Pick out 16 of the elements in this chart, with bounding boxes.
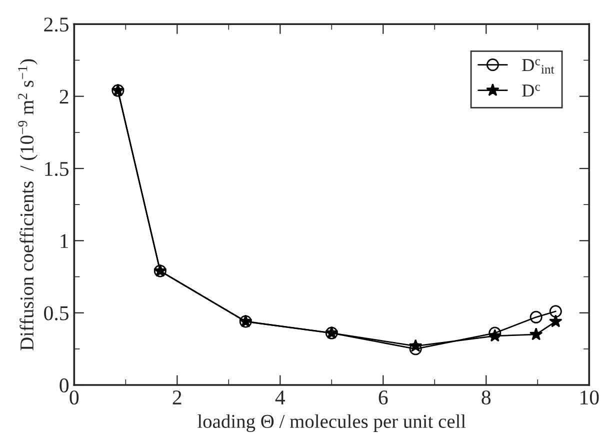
x-tick-label: 8 xyxy=(482,390,491,405)
legend-label: D$^{c}$$_{int}$ xyxy=(522,59,554,74)
x-tick-label: 4 xyxy=(275,390,286,404)
x-tick-label: 10 xyxy=(580,390,599,405)
y-axis-title: Diffusion coefficients / (10$^{−9}$ m$^{2}$ s$^{−1}$) xyxy=(18,59,38,350)
x-tick-label: 2 xyxy=(172,390,182,404)
legend-label: D$^{c}$ xyxy=(522,84,540,97)
y-tick-label: 1.5 xyxy=(45,162,68,176)
y-tick-label: 1 xyxy=(60,234,68,248)
y-tick-label: 2 xyxy=(60,90,68,104)
y-tick-label: 0.5 xyxy=(44,306,68,320)
y-tick-label: 0 xyxy=(60,378,69,392)
x-tick-label: 0 xyxy=(70,390,79,405)
x-tick-label: 6 xyxy=(378,390,388,405)
x-axis-title: loading Θ / molecules per unit cell xyxy=(198,414,466,432)
y-tick-label: 2.5 xyxy=(44,18,68,32)
